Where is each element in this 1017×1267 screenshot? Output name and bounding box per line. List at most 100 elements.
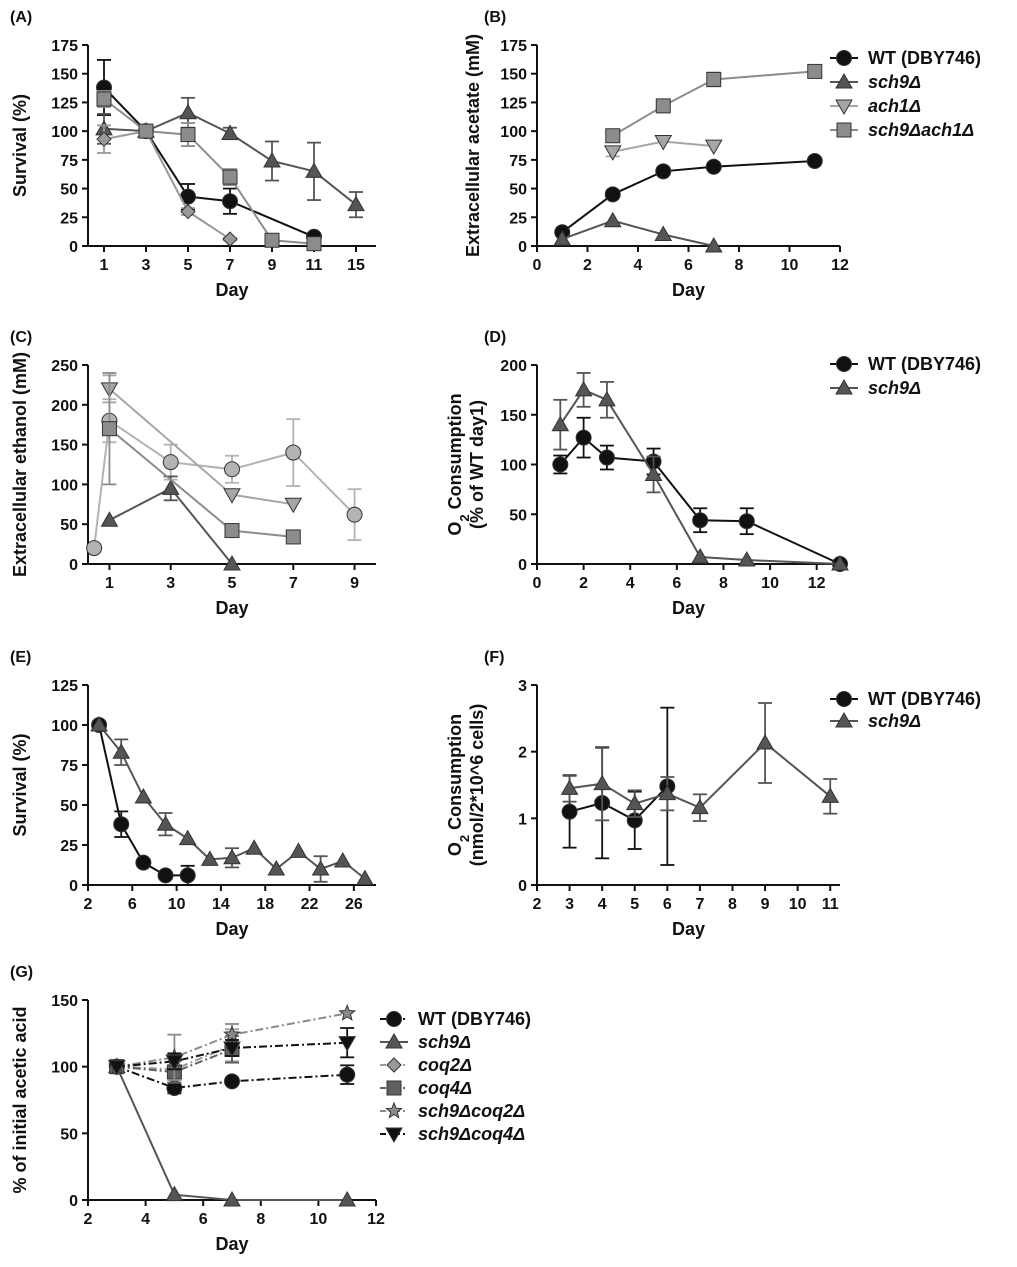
data-point	[598, 390, 616, 407]
data-point	[691, 798, 709, 815]
data-point	[223, 554, 241, 571]
data-point	[692, 512, 709, 529]
legend-marker	[386, 1080, 402, 1096]
series-line	[561, 219, 715, 247]
x-tick-label: 3	[565, 896, 574, 913]
data-point	[96, 91, 112, 107]
chart-panel-e: Survival (%)	[10, 684, 376, 891]
data-point	[338, 1036, 357, 1052]
panel-label: (A)	[10, 9, 32, 26]
data-point	[347, 195, 365, 212]
data-point	[560, 779, 579, 795]
x-tick-label: 10	[789, 896, 807, 913]
panel-label: (E)	[10, 649, 31, 666]
x-tick-label: 6	[672, 575, 681, 592]
y-tick-label: 2	[518, 745, 527, 762]
data-point	[224, 1073, 240, 1090]
data-point	[222, 231, 238, 247]
x-tick-label: 1	[100, 257, 109, 274]
data-point	[603, 211, 622, 228]
data-point	[705, 158, 722, 175]
y-tick-label: 75	[60, 153, 78, 170]
series-line	[116, 1065, 348, 1090]
data-point	[821, 787, 840, 803]
x-tick-label: 12	[808, 575, 826, 592]
data-point	[691, 548, 710, 564]
y-tick-label: 50	[509, 182, 527, 199]
legend-marker	[385, 1101, 403, 1119]
data-point	[575, 429, 592, 446]
data-point	[806, 153, 823, 170]
series-sch9ach1	[101, 372, 301, 545]
legend-label: WT (DBY746)	[868, 354, 981, 374]
x-tick-label: 4	[141, 1211, 150, 1228]
y-tick-label: 150	[51, 67, 78, 84]
series-gray_circle	[86, 398, 363, 557]
y-tick-label: 200	[500, 358, 527, 375]
x-axis-title: Day	[215, 919, 248, 939]
x-axis-title: Day	[215, 1234, 248, 1254]
y-tick-label: 100	[51, 477, 78, 494]
legend-label: sch9Δ	[868, 378, 921, 398]
legend-label: sch9Δcoq2Δ	[418, 1101, 525, 1121]
y-axis-title: O2 Consumption	[445, 393, 472, 535]
x-tick-label: 3	[142, 257, 151, 274]
series-sch9ach1	[96, 90, 322, 252]
data-point	[831, 554, 849, 571]
chart-panel-a: Survival (%)	[10, 44, 376, 252]
legend-marker	[386, 1011, 402, 1027]
data-point	[655, 163, 672, 180]
x-tick-label: 11	[306, 257, 323, 274]
y-tick-label: 100	[51, 1060, 78, 1077]
y-tick-label: 150	[51, 993, 78, 1010]
series-ach1	[603, 134, 723, 161]
x-tick-label: 2	[84, 896, 93, 913]
data-point	[200, 850, 219, 866]
series-line	[561, 160, 815, 233]
x-tick-label: 2	[583, 257, 592, 274]
data-point	[737, 551, 756, 567]
y-tick-label: 100	[500, 458, 527, 475]
x-axis-title: Day	[215, 598, 248, 618]
data-point	[284, 497, 303, 514]
legend-label: WT (DBY746)	[418, 1009, 531, 1029]
y-axis-title: Extracellular ethanol (mM)	[10, 352, 30, 577]
x-tick-label: 4	[634, 257, 643, 274]
data-point	[156, 815, 175, 831]
data-point	[267, 859, 286, 876]
x-tick-label: 5	[184, 257, 193, 274]
chart-panel-c: Extracellular ethanol (mM)	[10, 352, 376, 577]
data-point	[178, 829, 197, 846]
series-WT	[108, 1058, 356, 1096]
data-point	[311, 859, 330, 876]
series-ach1	[100, 374, 303, 514]
y-tick-label: 0	[518, 239, 527, 256]
data-point	[654, 225, 673, 242]
x-axis-title: Day	[672, 280, 705, 300]
y-tick-label: 150	[500, 408, 527, 425]
x-tick-label: 22	[301, 896, 319, 913]
series-line	[612, 70, 815, 137]
data-point	[222, 193, 238, 210]
x-tick-label: 12	[831, 257, 849, 274]
y-axis-title: Survival (%)	[10, 94, 30, 197]
x-axis-title: Day	[215, 280, 248, 300]
data-point	[245, 839, 264, 855]
y-tick-label: 25	[509, 210, 527, 227]
data-point	[644, 465, 663, 481]
x-tick-label: 10	[168, 896, 186, 913]
x-tick-label: 5	[630, 896, 639, 913]
y-tick-label: 175	[500, 38, 527, 55]
data-point	[223, 848, 241, 865]
panel-label: (G)	[10, 964, 33, 981]
x-tick-label: 5	[228, 575, 237, 592]
data-point	[179, 867, 196, 884]
legend-marker	[835, 72, 853, 89]
data-point	[654, 134, 673, 151]
legend-marker	[385, 1127, 403, 1144]
chart-panel-b: Extracellular acetate (mM)	[463, 34, 841, 257]
data-point	[96, 131, 112, 147]
data-point	[101, 421, 117, 437]
data-point	[605, 128, 621, 144]
